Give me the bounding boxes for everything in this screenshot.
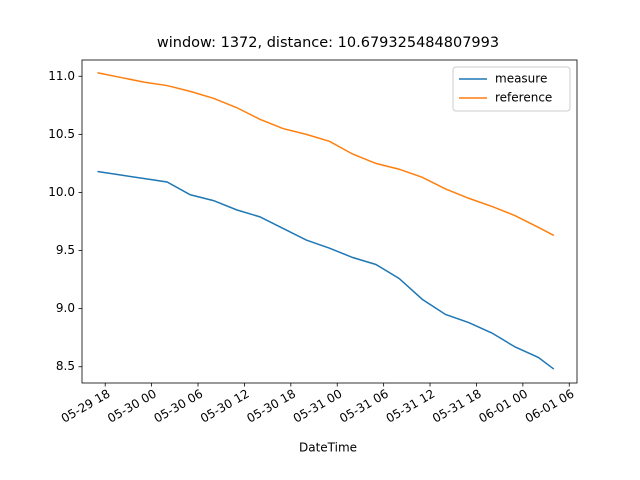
x-tick-label: 05-31 18 <box>430 387 484 426</box>
y-tick-label: 8.5 <box>56 359 75 373</box>
y-tick-label: 9.0 <box>56 301 75 315</box>
x-tick-label: 05-31 12 <box>384 387 438 426</box>
legend-label: measure <box>495 72 547 86</box>
x-tick-label: 05-30 06 <box>152 387 206 426</box>
series-line <box>97 72 555 237</box>
plot-frame <box>81 59 578 384</box>
y-tick-label: 9.5 <box>56 243 75 257</box>
x-tick-label: 05-30 00 <box>105 387 159 426</box>
x-tick-label: 05-31 00 <box>291 387 345 426</box>
x-tick-label: 05-30 12 <box>198 387 252 426</box>
x-axis-label: DateTime <box>299 441 357 455</box>
series-line <box>97 170 555 370</box>
x-tick-label: 05-29 18 <box>59 387 113 426</box>
y-tick-label: 10.5 <box>48 127 75 141</box>
y-tick-label: 10.0 <box>48 185 75 199</box>
y-tick-label: 11.0 <box>48 69 75 83</box>
legend-label: reference <box>495 91 552 105</box>
legend-box <box>452 66 571 112</box>
chart-title: window: 1372, distance: 10.6793254848079… <box>157 35 499 51</box>
x-tick-label: 05-30 18 <box>244 387 298 426</box>
x-tick-label: 06-01 00 <box>476 387 530 426</box>
x-tick-label: 05-31 06 <box>337 387 391 426</box>
x-tick-label: 06-01 06 <box>523 387 577 426</box>
